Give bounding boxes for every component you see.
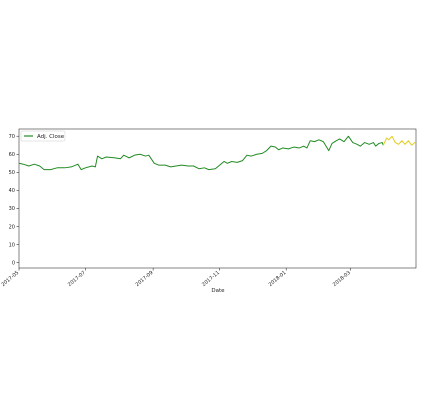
x-tick-label: 2017-09 xyxy=(135,270,155,288)
y-tick-label: 30 xyxy=(9,206,15,212)
legend: Adj. Close xyxy=(20,130,66,142)
x-tick-label: 2017-07 xyxy=(67,270,87,288)
legend-label: Adj. Close xyxy=(37,134,65,140)
y-tick-label: 50 xyxy=(9,170,15,176)
series-lines xyxy=(18,135,417,171)
y-axis: 0 10 20 30 40 50 60 70 xyxy=(9,134,19,266)
series-line-forecast xyxy=(382,135,417,146)
x-tick-label: 2017-11 xyxy=(201,270,221,288)
y-tick-label: 20 xyxy=(9,224,15,230)
x-axis: 2017-05 2017-07 2017-09 2017-11 2018-01 2018-… xyxy=(0,268,352,288)
series-line-adj-close xyxy=(18,135,384,171)
x-tick-label: 2018-03 xyxy=(332,270,352,288)
y-tick-label: 70 xyxy=(9,134,15,140)
y-tick-label: 60 xyxy=(9,152,15,158)
y-tick-label: 0 xyxy=(12,260,15,266)
y-tick-label: 40 xyxy=(9,188,15,194)
x-tick-label: 2017-05 xyxy=(0,270,20,288)
x-tick-label: 2018-01 xyxy=(268,270,288,288)
plot-area xyxy=(18,128,417,269)
y-tick-label: 10 xyxy=(9,242,15,248)
x-axis-label: Date xyxy=(211,288,225,294)
legend-box xyxy=(20,130,66,142)
